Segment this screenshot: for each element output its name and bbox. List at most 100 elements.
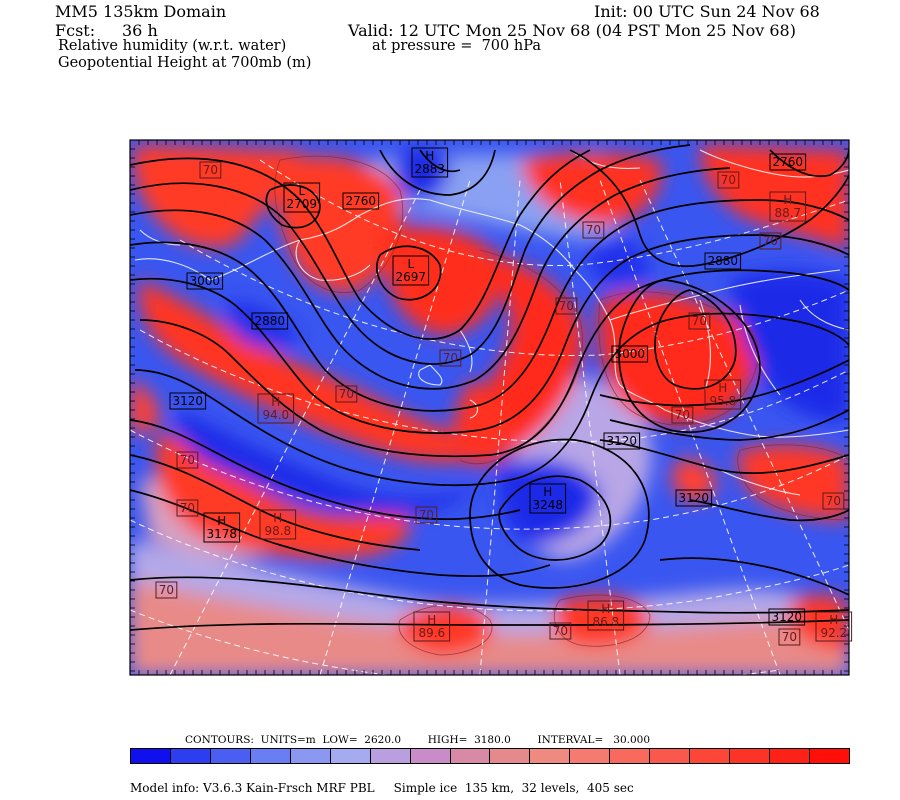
height-label-text: 2760 [346,194,377,208]
field-rh-title: Relative humidity (w.r.t. water) [58,38,287,54]
rh-label-text: 70 [180,501,195,515]
rh-label-text: 70 [159,583,174,597]
height-label-text: 3120 [679,491,710,505]
rh-label: 70 [335,385,358,403]
rh-high-center-text: H [271,395,280,409]
forecast-hours: 36 h [122,21,158,40]
rh-label-text: 70 [675,408,690,422]
colorbar-swatch [530,749,571,763]
rh-label-text: 70 [203,163,218,177]
rh-label: 70 [688,312,711,330]
rh-high-center-text: 92.2 [820,626,847,640]
colorbar-swatch [770,749,810,763]
rh-high-center: H98.8 [259,509,297,540]
height-label-text: 3000 [615,347,646,361]
rh-high-center-text: H [829,613,838,627]
rh-high-center-text: 88.7 [774,206,801,220]
rh-label: 70 [671,406,694,424]
model-info: Model info: V3.6.3 Kain-Frsch MRF PBL Si… [130,781,634,795]
rh-label: 70 [717,171,740,189]
rh-high-center-text: 94.0 [262,408,289,422]
rh-label-text: 70 [826,494,841,508]
rh-label: 70 [439,349,462,367]
rh-label: 70 [199,161,222,179]
contours-interval: INTERVAL= 30.000 [537,734,651,746]
rh-high-center-text: 95.8 [709,394,736,408]
height-label: 2880 [251,312,289,330]
pressure-center-text: L [298,184,305,198]
height-label: 3120 [603,432,641,450]
rh-high-center-text: H [718,381,727,395]
pressure-center-text: 2709 [287,197,318,211]
height-label-text: 2760 [773,155,804,169]
valid-time: Valid: 12 UTC Mon 25 Nov 68 (04 PST Mon … [348,21,796,40]
rh-label-text: 70 [553,624,568,638]
coastlines [134,149,849,496]
rh-high-center-text: H [601,602,610,616]
rh-label-text: 70 [180,453,195,467]
pressure-center-text: H [217,514,226,528]
rh-label-text: 70 [782,630,797,644]
rh-label-text: 70 [559,299,574,313]
pressure-center-text: H [425,149,434,163]
rh-label: 70 [582,221,605,239]
colorbar-swatch [730,749,770,763]
rh-high-center-text: H [427,613,436,627]
colorbar-swatch [570,749,611,763]
rh-label: 70 [778,628,801,646]
contours-units: UNITS=m [260,734,316,746]
rh-label-text: 70 [339,387,354,401]
rh-label: 70 [549,622,572,640]
domain-title: MM5 135km Domain [55,2,227,21]
rh-label-text: 70 [443,351,458,365]
rh-label: 70 [415,506,438,524]
pressure-center-text: 2883 [415,162,446,176]
rh-high-center: H88.7 [769,191,807,222]
map-frame [129,139,850,676]
rh-colorbar [130,748,850,764]
rh-high-center: H89.6 [413,611,451,642]
rh-label-text: 70 [586,223,601,237]
rh-shading [130,145,849,675]
contours-info: CONTOURS: UNITS=m LOW= 2620.0 HIGH= 3180… [185,734,650,746]
init-time: Init: 00 UTC Sun 24 Nov 68 [594,2,820,21]
height-label: 2880 [704,252,742,270]
pressure-center-text: 2697 [396,270,427,284]
rh-label-text: 70 [692,314,707,328]
colorbar-swatch [330,749,371,763]
colorbar-swatch [809,749,849,763]
height-label: 3120 [768,608,806,626]
pressure-level: at pressure = 700 hPa [372,38,541,54]
colorbar-swatch [690,749,731,763]
map-field [130,140,849,675]
height-label: 3000 [186,272,224,290]
contours-low: LOW= 2620.0 [322,734,402,746]
rh-label-text: 70 [763,234,778,248]
latlon-grid [130,159,849,675]
colorbar-swatch [410,749,451,763]
height-label-text: 3120 [173,394,204,408]
pressure-center-text: 3178 [207,527,238,541]
rh-label: 70 [759,232,782,250]
map-labels: 2760 2760 2880 3000 2880 3120 3000 3120 3120 3120… [155,147,853,646]
colorbar-swatch [370,749,411,763]
colorbar-swatch [250,749,291,763]
pressure-center-text: L [407,257,414,271]
height-contours [130,144,849,631]
height-label-text: 3120 [607,434,638,448]
contours-label: CONTOURS: [185,734,254,746]
colorbar-swatch [210,749,251,763]
colorbar-swatch [290,749,331,763]
height-label-text: 3120 [772,610,803,624]
height-label-text: 2880 [708,254,739,268]
rh-label: 70 [822,492,845,510]
pressure-center-text: 3248 [533,498,564,512]
rh-high-center-text: H [783,193,792,207]
height-label: 3120 [169,392,207,410]
rh-high-center: H92.2 [815,611,853,642]
